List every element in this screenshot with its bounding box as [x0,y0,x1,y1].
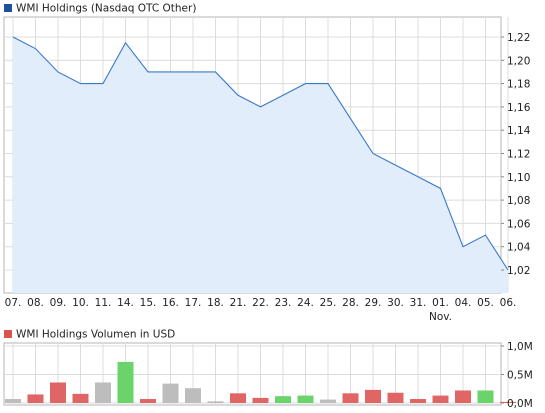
price-x-tick-label: 21. [230,297,247,309]
volume-bar [50,382,66,403]
price-y-axis: 1,02 1,04 1,06 1,08 1,10 1,12 1,14 1,16 1,18 1,20… [501,32,531,277]
price-y-tick-label: 1,14 [507,125,531,137]
price-y-tick-label: 1,04 [507,242,531,254]
price-x-tick-label: 14. [117,297,134,309]
price-x-tick-label: 30. [387,297,404,309]
price-x-tick-label: 08. [27,297,44,309]
volume-bar [455,390,471,403]
volume-bar [185,388,201,403]
volume-bar [477,390,494,403]
volume-legend-swatch [4,330,12,338]
volume-chart-title: WMI Holdings Volumen in USD [16,329,175,341]
price-x-tick-label: 23. [275,297,292,309]
volume-bar [365,389,381,403]
volume-y-tick-label: 0,5M [507,370,533,382]
volume-bar [5,399,21,403]
price-y-tick-label: 1,08 [507,195,530,207]
price-x-tick-label: 01. [432,297,449,309]
price-chart: WMI Holdings (Nasdaq OTC Other) 1,02 1,04… [3,3,531,323]
price-x-tick-label: 31. [410,297,427,309]
volume-y-tick-label: 0,0M [507,398,533,410]
volume-bar [27,394,44,403]
price-legend-swatch [4,4,12,12]
volume-bar [500,401,516,403]
price-x-tick-label: 17. [185,297,202,309]
price-x-tick-label: 18. [207,297,224,309]
price-area-fill [13,37,508,293]
price-y-tick-label: 1,12 [507,149,530,161]
volume-bar [140,399,156,403]
volume-bar [95,382,111,403]
volume-bar [342,393,359,403]
price-x-tick-label: 07. [5,297,22,309]
price-x-tick-label: 24. [297,297,314,309]
price-x-tick-label: 22. [252,297,269,309]
price-x-tick-label: 25. [320,297,337,309]
price-x-tick-label: 06. [500,297,517,309]
price-y-tick-label: 1,20 [507,55,530,67]
volume-y-axis: 0,0M 0,5M 1,0M [501,341,533,410]
price-x-tick-label: 15. [140,297,157,309]
price-x-tick-label: 05. [477,297,494,309]
price-x-tick-label: 29. [365,297,382,309]
volume-bar [297,395,314,403]
price-line [12,36,509,271]
volume-bar [207,401,224,403]
volume-bar [387,392,404,403]
volume-bar [162,383,179,403]
price-x-tick-label: 16. [162,297,179,309]
price-y-tick-label: 1,06 [507,218,531,230]
month-label: Nov. [429,311,452,323]
volume-bar [320,399,336,403]
price-x-axis: 07. 08. 09. 10. 11. 14. 15. 16. 17. 18. 21. 22. 23. 2… [5,297,517,309]
price-x-tick-label: 10. [72,297,89,309]
price-x-tick-label: 11. [95,297,112,309]
volume-bars [5,361,516,403]
volume-bar [230,393,246,403]
price-y-tick-label: 1,02 [507,265,530,277]
volume-bar [72,393,89,403]
price-y-tick-label: 1,16 [507,102,531,114]
volume-y-tick-label: 1,0M [507,341,533,353]
price-y-tick-label: 1,10 [507,172,530,184]
price-y-tick-label: 1,22 [507,32,530,44]
volume-bar [432,395,449,403]
volume-chart: WMI Holdings Volumen in USD 0,0M 0,5M 1,0M [3,329,533,410]
price-x-tick-label: 28. [342,297,359,309]
volume-bar [275,396,291,403]
price-x-tick-label: 04. [455,297,472,309]
volume-bar [252,397,269,403]
volume-bar [117,361,134,403]
price-chart-title: WMI Holdings (Nasdaq OTC Other) [16,3,196,15]
price-x-tick-label: 09. [50,297,67,309]
price-y-tick-label: 1,18 [507,79,530,91]
volume-bar [410,399,426,403]
